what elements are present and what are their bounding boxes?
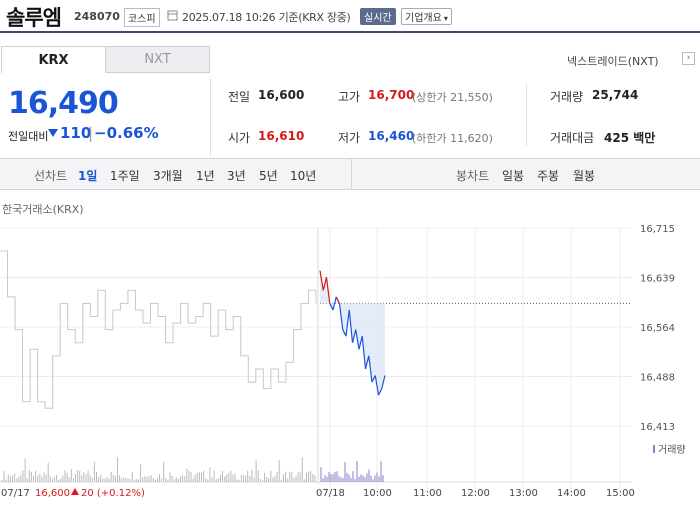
low-value: 16,460 — [368, 129, 415, 143]
open-value: 16,610 — [258, 129, 305, 143]
x-tick-label: 10:00 — [363, 488, 392, 499]
header: 솔루엠 248070 코스피 2025.07.18 10:26 기준(KRX 장… — [0, 0, 700, 32]
x-tick-label: 11:00 — [413, 488, 442, 499]
y-tick-label: 16,564 — [640, 323, 675, 334]
prev-day-line — [0, 250, 317, 409]
tab-krx[interactable]: KRX — [1, 46, 106, 73]
period-bar: 선차트 1일 1주일 3개월 1년 3년 5년 10년 봉차트 일봉 주봉 월봉 — [0, 158, 700, 190]
y-tick-label: 16,488 — [640, 373, 675, 384]
today-line-segment — [335, 296, 341, 304]
today-line-segment — [377, 388, 383, 396]
today-line-segment — [355, 329, 360, 350]
x-tick-label: 12:00 — [461, 488, 490, 499]
volume-label: 거래량 — [550, 90, 584, 104]
period-1d[interactable]: 1일 — [78, 169, 98, 183]
x-tick-label: 14:00 — [557, 488, 586, 499]
clock-icon — [167, 10, 178, 21]
nextrade-link[interactable]: 넥스트레이드(NXT) — [567, 55, 659, 68]
down-triangle-icon — [48, 129, 58, 137]
today-line-segment — [368, 355, 373, 383]
date-text: 2025.07.18 10:26 기준(KRX 장중) — [182, 11, 351, 24]
candle-weekly[interactable]: 주봉 — [537, 169, 560, 183]
volume-value: 25,744 — [592, 88, 639, 102]
x-tick-label: 13:00 — [509, 488, 538, 499]
change-label: 전일대비 — [8, 130, 49, 143]
today-line-segment — [332, 296, 337, 311]
high-value: 16,700 — [368, 88, 415, 102]
x-tick-label: 07/17 — [1, 488, 30, 499]
today-line-segment — [342, 329, 347, 337]
prev-change-text: 20 (+0.12%) — [81, 488, 145, 499]
period-3m[interactable]: 3개월 — [153, 169, 183, 183]
today-line-segment — [322, 277, 328, 291]
chevron-down-icon: ▾ — [443, 14, 448, 23]
chevron-right-icon[interactable]: › — [682, 52, 695, 65]
today-line-segment — [319, 270, 324, 291]
period-3y[interactable]: 3년 — [227, 169, 246, 183]
stock-name: 솔루엠 — [6, 6, 62, 30]
chart-title: 한국거래소(KRX) — [2, 203, 84, 216]
company-overview-button[interactable]: 기업개요 ▾ — [401, 8, 452, 25]
stats-divider — [526, 84, 527, 146]
period-1y[interactable]: 1년 — [196, 169, 215, 183]
candle-chart-label: 봉차트 — [456, 169, 490, 183]
line-chart-label: 선차트 — [34, 169, 68, 183]
today-line-segment — [358, 336, 363, 350]
today-line-segment — [351, 329, 357, 343]
today-line-segment — [345, 309, 350, 337]
y-tick-label: 16,639 — [640, 274, 675, 285]
x-tick-label: 07/18 — [316, 488, 345, 499]
today-line-segment — [364, 355, 370, 370]
today-line-segment — [361, 336, 367, 370]
market-badge: 코스피 — [124, 8, 160, 27]
up-triangle-icon — [71, 488, 79, 495]
x-tick-label: 15:00 — [606, 488, 635, 499]
today-area — [320, 270, 385, 396]
current-price: 16,490 — [8, 86, 119, 121]
low-label: 저가 — [338, 131, 361, 145]
today-line-segment — [338, 303, 344, 330]
trade-amount-value: 425 백만 — [604, 131, 656, 145]
change-separator: | — [88, 124, 94, 142]
header-divider — [0, 31, 700, 33]
period-divider — [351, 159, 352, 189]
volume-legend-swatch — [653, 445, 655, 453]
upper-limit: (상한가 21,550) — [412, 91, 493, 104]
high-label: 고가 — [338, 90, 361, 104]
candle-daily[interactable]: 일봉 — [502, 169, 525, 183]
change-amount: 110 — [60, 124, 92, 142]
company-overview-label: 기업개요 — [405, 13, 442, 24]
prev-close-text: 16,600 — [35, 488, 70, 499]
period-5y[interactable]: 5년 — [259, 169, 278, 183]
candle-monthly[interactable]: 월봉 — [573, 169, 596, 183]
today-line-segment — [329, 303, 334, 311]
prev-close-label: 전일 — [228, 90, 251, 104]
change-percent: −0.66% — [94, 124, 159, 142]
price-chart[interactable]: 16,715 16,639 16,564 16,488 16,413 거래량 07/17 07… — [0, 212, 700, 502]
open-label: 시가 — [228, 131, 251, 145]
period-1w[interactable]: 1주일 — [110, 169, 140, 183]
prev-close-value: 16,600 — [258, 88, 305, 102]
lower-limit: (하한가 11,620) — [412, 132, 493, 145]
realtime-button[interactable]: 실시간 — [360, 8, 396, 25]
today-line-segment — [371, 375, 376, 383]
y-tick-label: 16,413 — [640, 422, 675, 433]
today-line-segment — [325, 277, 331, 304]
trade-amount-label: 거래대금 — [550, 131, 595, 145]
today-line-segment — [381, 375, 386, 389]
stats-divider — [210, 78, 211, 156]
volume-legend: 거래량 — [658, 444, 686, 456]
today-line-segment — [374, 375, 380, 396]
period-10y[interactable]: 10년 — [290, 169, 317, 183]
y-tick-label: 16,715 — [640, 224, 675, 235]
stock-code: 248070 — [74, 10, 120, 23]
tab-nxt[interactable]: NXT — [105, 46, 210, 73]
today-line-segment — [348, 309, 354, 343]
